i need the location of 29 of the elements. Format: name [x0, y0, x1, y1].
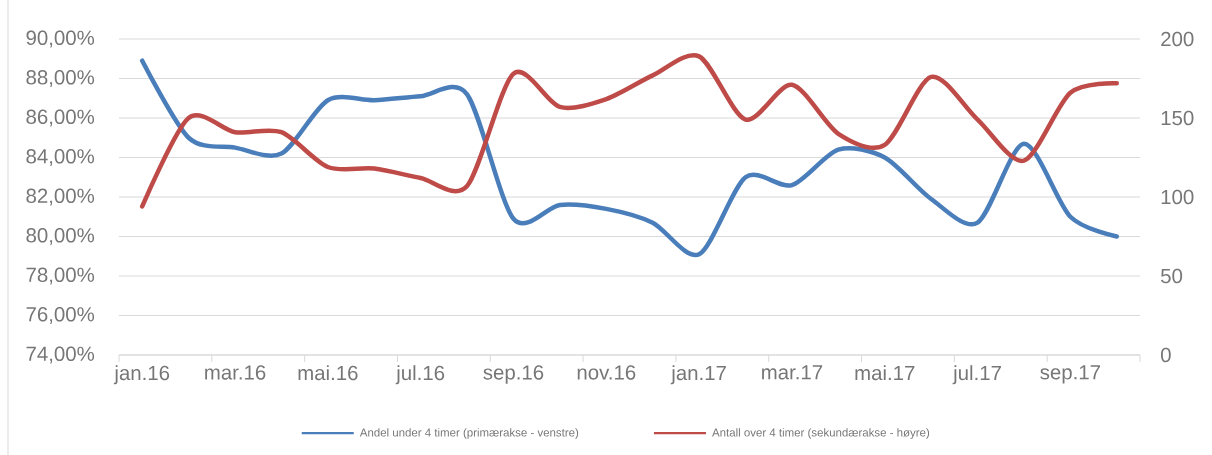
x-tick-label: jan.16	[113, 365, 170, 385]
y-tick-label: 86,00%	[26, 109, 95, 127]
x-tick-label: mar.16	[205, 365, 266, 380]
x-tick-label: mai.17	[855, 365, 915, 381]
x-tick-label: mai.16	[298, 365, 358, 381]
x-tick-label: jan.17	[670, 365, 726, 385]
x-tick-label: sep.16	[483, 365, 544, 384]
x-tick-label: nov.16	[577, 365, 636, 380]
legend-label: Andel under 4 timer (primærakse - venstre)	[359, 428, 579, 439]
y2-tick-label: 150	[1161, 110, 1194, 126]
y-tick-label: 76,00%	[26, 307, 95, 324]
y2-tick-label: 50	[1161, 268, 1183, 284]
x-tick-label: jul.17	[952, 365, 1001, 385]
y-tick-label: 88,00%	[26, 70, 95, 87]
y-tick-label: 78,00%	[26, 267, 95, 285]
y2-tick-label: 0	[1160, 347, 1171, 363]
y-tick-label: 80,00%	[26, 228, 95, 245]
line-series	[139, 53, 1120, 209]
x-tick-label: mar.17	[762, 365, 823, 380]
legend-label: Antall over 4 timer (sekundærakse - høyre)	[712, 428, 930, 439]
x-tick-label: sep.17	[1040, 365, 1100, 384]
line-series	[139, 58, 1120, 257]
y-tick-label: 90,00%	[26, 30, 95, 48]
x-tick-label: jul.16	[395, 365, 445, 385]
y2-tick-label: 200	[1161, 31, 1194, 47]
y2-tick-label: 100	[1161, 189, 1194, 205]
y-tick-label: 82,00%	[26, 188, 95, 206]
y-tick-label: 74,00%	[26, 346, 95, 364]
y-tick-label: 84,00%	[26, 149, 95, 166]
